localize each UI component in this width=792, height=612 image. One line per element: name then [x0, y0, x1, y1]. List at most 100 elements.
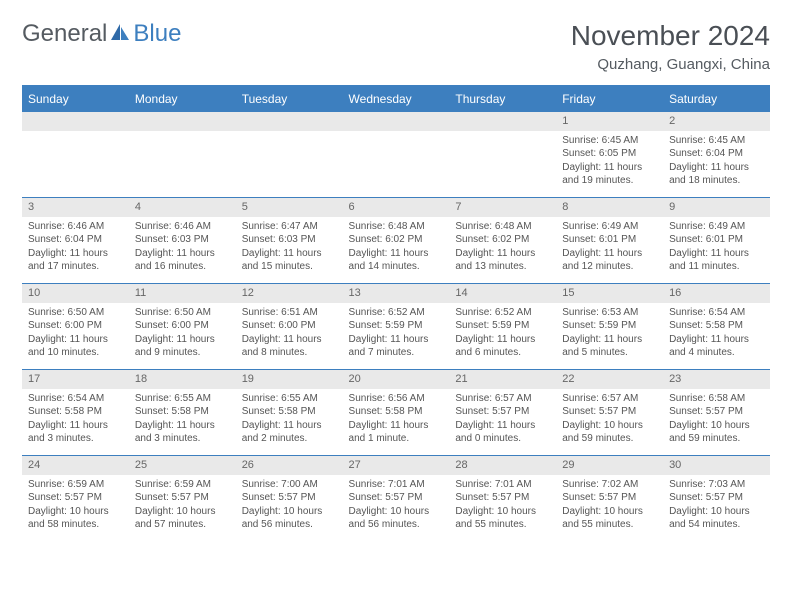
- day-body: Sunrise: 6:54 AMSunset: 5:58 PMDaylight:…: [22, 389, 129, 450]
- day-detail-line: Sunset: 5:59 PM: [562, 319, 657, 333]
- day-body: Sunrise: 6:47 AMSunset: 6:03 PMDaylight:…: [236, 217, 343, 278]
- day-detail-line: Sunset: 5:57 PM: [669, 405, 764, 419]
- day-body: Sunrise: 7:02 AMSunset: 5:57 PMDaylight:…: [556, 475, 663, 536]
- day-number: 4: [129, 198, 236, 217]
- calendar-day-cell: 15Sunrise: 6:53 AMSunset: 5:59 PMDayligh…: [556, 284, 663, 370]
- day-detail-line: Sunset: 5:57 PM: [135, 491, 230, 505]
- day-body: Sunrise: 6:48 AMSunset: 6:02 PMDaylight:…: [449, 217, 556, 278]
- day-body: Sunrise: 6:46 AMSunset: 6:03 PMDaylight:…: [129, 217, 236, 278]
- brand-logo: General Blue: [22, 20, 181, 48]
- day-detail-line: Sunrise: 6:46 AM: [135, 220, 230, 234]
- day-detail-line: Sunset: 6:05 PM: [562, 147, 657, 161]
- header: General Blue November 2024 Quzhang, Guan…: [22, 20, 770, 75]
- day-detail-line: Daylight: 10 hours and 56 minutes.: [349, 505, 444, 532]
- day-body: Sunrise: 6:48 AMSunset: 6:02 PMDaylight:…: [343, 217, 450, 278]
- day-detail-line: Daylight: 11 hours and 16 minutes.: [135, 247, 230, 274]
- day-number: 26: [236, 456, 343, 475]
- weekday-header-row: Sunday Monday Tuesday Wednesday Thursday…: [22, 87, 770, 112]
- day-detail-line: Sunrise: 6:50 AM: [135, 306, 230, 320]
- day-detail-line: Daylight: 11 hours and 14 minutes.: [349, 247, 444, 274]
- day-detail-line: Sunset: 6:04 PM: [669, 147, 764, 161]
- day-detail-line: Sunrise: 6:55 AM: [135, 392, 230, 406]
- calendar-week-row: 10Sunrise: 6:50 AMSunset: 6:00 PMDayligh…: [22, 284, 770, 370]
- day-number: 24: [22, 456, 129, 475]
- day-body: Sunrise: 6:49 AMSunset: 6:01 PMDaylight:…: [663, 217, 770, 278]
- day-detail-line: Sunset: 5:57 PM: [669, 491, 764, 505]
- day-detail-line: Sunrise: 6:52 AM: [349, 306, 444, 320]
- day-body: Sunrise: 6:55 AMSunset: 5:58 PMDaylight:…: [129, 389, 236, 450]
- day-number: 25: [129, 456, 236, 475]
- day-detail-line: Daylight: 11 hours and 10 minutes.: [28, 333, 123, 360]
- day-number: 23: [663, 370, 770, 389]
- calendar-day-cell: 26Sunrise: 7:00 AMSunset: 5:57 PMDayligh…: [236, 456, 343, 542]
- day-body: [236, 131, 343, 138]
- calendar-day-cell: [236, 112, 343, 198]
- day-body: [343, 131, 450, 138]
- calendar-day-cell: 29Sunrise: 7:02 AMSunset: 5:57 PMDayligh…: [556, 456, 663, 542]
- day-detail-line: Daylight: 10 hours and 55 minutes.: [455, 505, 550, 532]
- calendar-day-cell: 19Sunrise: 6:55 AMSunset: 5:58 PMDayligh…: [236, 370, 343, 456]
- weekday-header: Thursday: [449, 87, 556, 112]
- day-number: 2: [663, 112, 770, 131]
- day-detail-line: Sunrise: 6:59 AM: [135, 478, 230, 492]
- calendar-day-cell: 28Sunrise: 7:01 AMSunset: 5:57 PMDayligh…: [449, 456, 556, 542]
- day-number: 7: [449, 198, 556, 217]
- day-number: 28: [449, 456, 556, 475]
- day-detail-line: Sunset: 5:58 PM: [28, 405, 123, 419]
- day-detail-line: Sunrise: 6:59 AM: [28, 478, 123, 492]
- day-number: 8: [556, 198, 663, 217]
- weekday-header: Sunday: [22, 87, 129, 112]
- day-detail-line: Sunset: 6:03 PM: [135, 233, 230, 247]
- calendar-day-cell: 18Sunrise: 6:55 AMSunset: 5:58 PMDayligh…: [129, 370, 236, 456]
- calendar-day-cell: 8Sunrise: 6:49 AMSunset: 6:01 PMDaylight…: [556, 198, 663, 284]
- day-detail-line: Sunrise: 6:46 AM: [28, 220, 123, 234]
- day-detail-line: Daylight: 11 hours and 7 minutes.: [349, 333, 444, 360]
- day-number: [343, 112, 450, 131]
- day-body: [129, 131, 236, 138]
- day-detail-line: Daylight: 11 hours and 4 minutes.: [669, 333, 764, 360]
- day-detail-line: Daylight: 11 hours and 11 minutes.: [669, 247, 764, 274]
- calendar-day-cell: 25Sunrise: 6:59 AMSunset: 5:57 PMDayligh…: [129, 456, 236, 542]
- calendar-day-cell: 4Sunrise: 6:46 AMSunset: 6:03 PMDaylight…: [129, 198, 236, 284]
- title-block: November 2024 Quzhang, Guangxi, China: [571, 20, 770, 75]
- day-number: 6: [343, 198, 450, 217]
- day-detail-line: Sunrise: 6:49 AM: [669, 220, 764, 234]
- day-detail-line: Sunset: 5:57 PM: [28, 491, 123, 505]
- day-body: Sunrise: 6:53 AMSunset: 5:59 PMDaylight:…: [556, 303, 663, 364]
- day-detail-line: Sunset: 5:58 PM: [135, 405, 230, 419]
- day-detail-line: Sunset: 5:57 PM: [242, 491, 337, 505]
- day-detail-line: Sunset: 5:57 PM: [455, 405, 550, 419]
- calendar-day-cell: 27Sunrise: 7:01 AMSunset: 5:57 PMDayligh…: [343, 456, 450, 542]
- day-detail-line: Daylight: 11 hours and 3 minutes.: [135, 419, 230, 446]
- day-detail-line: Daylight: 11 hours and 19 minutes.: [562, 161, 657, 188]
- day-detail-line: Sunrise: 6:48 AM: [455, 220, 550, 234]
- day-body: Sunrise: 7:01 AMSunset: 5:57 PMDaylight:…: [449, 475, 556, 536]
- day-body: Sunrise: 6:56 AMSunset: 5:58 PMDaylight:…: [343, 389, 450, 450]
- day-number: 18: [129, 370, 236, 389]
- day-number: [449, 112, 556, 131]
- day-number: 16: [663, 284, 770, 303]
- day-detail-line: Daylight: 11 hours and 8 minutes.: [242, 333, 337, 360]
- day-detail-line: Sunrise: 6:56 AM: [349, 392, 444, 406]
- calendar-day-cell: 12Sunrise: 6:51 AMSunset: 6:00 PMDayligh…: [236, 284, 343, 370]
- day-detail-line: Sunrise: 6:53 AM: [562, 306, 657, 320]
- calendar-day-cell: 20Sunrise: 6:56 AMSunset: 5:58 PMDayligh…: [343, 370, 450, 456]
- day-number: 29: [556, 456, 663, 475]
- calendar-day-cell: [129, 112, 236, 198]
- calendar-day-cell: 16Sunrise: 6:54 AMSunset: 5:58 PMDayligh…: [663, 284, 770, 370]
- day-number: 14: [449, 284, 556, 303]
- day-detail-line: Sunset: 5:57 PM: [455, 491, 550, 505]
- day-body: Sunrise: 7:00 AMSunset: 5:57 PMDaylight:…: [236, 475, 343, 536]
- day-body: Sunrise: 6:50 AMSunset: 6:00 PMDaylight:…: [22, 303, 129, 364]
- sail-icon: [109, 22, 131, 47]
- day-body: [449, 131, 556, 138]
- calendar-day-cell: 22Sunrise: 6:57 AMSunset: 5:57 PMDayligh…: [556, 370, 663, 456]
- calendar-day-cell: 21Sunrise: 6:57 AMSunset: 5:57 PMDayligh…: [449, 370, 556, 456]
- calendar-day-cell: [449, 112, 556, 198]
- day-detail-line: Daylight: 11 hours and 0 minutes.: [455, 419, 550, 446]
- brand-part-1: General: [22, 20, 107, 48]
- day-number: 9: [663, 198, 770, 217]
- calendar-day-cell: 7Sunrise: 6:48 AMSunset: 6:02 PMDaylight…: [449, 198, 556, 284]
- day-number: 27: [343, 456, 450, 475]
- calendar-day-cell: 24Sunrise: 6:59 AMSunset: 5:57 PMDayligh…: [22, 456, 129, 542]
